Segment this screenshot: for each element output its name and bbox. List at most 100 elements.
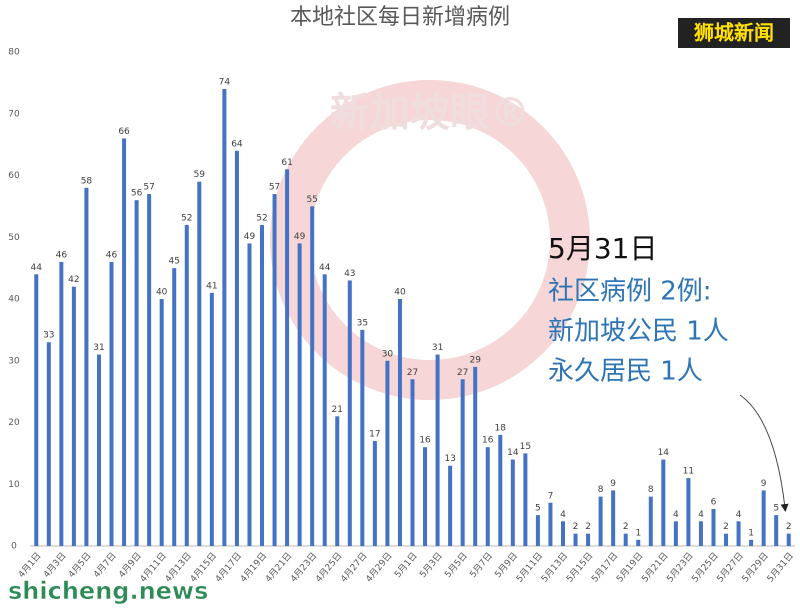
- y-tick-label: 40: [8, 295, 20, 305]
- value-label: 21: [332, 405, 343, 415]
- y-tick-label: 0: [11, 542, 17, 552]
- value-label: 66: [118, 127, 130, 137]
- y-tick-label: 10: [8, 480, 20, 490]
- bar: [673, 521, 678, 546]
- x-tick-label: 4月1日: [16, 550, 43, 580]
- value-label: 44: [31, 263, 43, 273]
- bar: [46, 342, 51, 546]
- watermark: shicheng.news: [8, 577, 208, 605]
- x-tick-label: 5月7日: [468, 550, 495, 580]
- bar: [586, 533, 591, 546]
- value-label: 4: [736, 510, 742, 520]
- value-label: 11: [683, 467, 694, 477]
- value-label: 13: [444, 454, 455, 464]
- value-label: 40: [156, 288, 168, 298]
- value-label: 9: [761, 479, 767, 489]
- watermark-bg: [678, 18, 790, 48]
- bar: [234, 150, 239, 547]
- annotation-line: 永久居民 1人: [548, 357, 703, 387]
- x-tick-label: 4月5日: [66, 550, 93, 580]
- bar: [698, 521, 703, 546]
- value-label: 4: [560, 510, 566, 520]
- bar: [761, 490, 766, 546]
- x-tick-label: 5月5日: [443, 550, 470, 580]
- value-label: 74: [219, 78, 231, 88]
- bar: [96, 354, 101, 546]
- value-label: 52: [256, 213, 267, 223]
- x-tick-label: 5月3日: [417, 550, 444, 580]
- y-tick-label: 30: [8, 356, 20, 366]
- value-label: 56: [131, 189, 143, 199]
- value-label: 29: [469, 355, 481, 365]
- bar: [247, 243, 252, 547]
- bar: [71, 286, 76, 546]
- value-label: 4: [698, 510, 704, 520]
- value-label: 8: [598, 485, 604, 495]
- value-label: 57: [143, 183, 154, 193]
- value-label: 2: [623, 522, 629, 532]
- bar: [786, 533, 791, 546]
- value-label: 1: [635, 528, 641, 538]
- watermark: 新加坡眼®: [330, 90, 530, 136]
- value-label: 31: [432, 343, 443, 353]
- value-label: 15: [520, 442, 531, 452]
- bar: [385, 360, 390, 546]
- value-label: 27: [457, 368, 468, 378]
- value-label: 57: [269, 183, 280, 193]
- bar: [372, 441, 377, 546]
- value-label: 49: [294, 232, 306, 242]
- bar: [448, 465, 453, 546]
- bar: [84, 187, 89, 546]
- value-label: 16: [419, 436, 431, 446]
- x-tick-label: 4月29日: [364, 550, 395, 584]
- bar: [736, 521, 741, 546]
- value-label: 17: [369, 430, 380, 440]
- value-label: 9: [610, 479, 616, 489]
- bar: [285, 169, 290, 546]
- value-label: 40: [394, 288, 406, 298]
- bar: [648, 496, 653, 546]
- value-label: 52: [181, 213, 192, 223]
- value-label: 33: [43, 331, 54, 341]
- bar: [724, 533, 729, 546]
- bar: [272, 194, 277, 546]
- bar: [410, 379, 415, 546]
- value-label: 16: [482, 436, 494, 446]
- y-tick-label: 60: [8, 171, 20, 181]
- x-tick-label: 4月3日: [41, 550, 68, 580]
- value-label: 43: [344, 269, 355, 279]
- value-label: 1: [748, 528, 754, 538]
- bar: [109, 261, 114, 546]
- value-label: 5: [535, 504, 541, 514]
- y-tick-label: 70: [8, 109, 20, 119]
- value-label: 6: [711, 497, 717, 507]
- annotation-heading: 5月31日: [548, 232, 657, 265]
- bar: [360, 329, 365, 546]
- bar: [460, 379, 465, 546]
- value-label: 44: [319, 263, 331, 273]
- value-label: 2: [786, 522, 792, 532]
- bar: [297, 243, 302, 547]
- bar: [774, 515, 779, 546]
- bar: [260, 224, 265, 546]
- value-label: 61: [281, 158, 292, 168]
- value-label: 14: [507, 448, 519, 458]
- bar: [611, 490, 616, 546]
- bar: [347, 280, 352, 546]
- bar: [535, 515, 540, 546]
- bar: [523, 453, 528, 546]
- value-label: 58: [81, 176, 93, 186]
- annotation-arrow: [739, 394, 789, 512]
- bar: [686, 478, 691, 546]
- value-label: 59: [194, 170, 206, 180]
- bar: [498, 434, 503, 546]
- annotation-line: 社区病例 2例:: [548, 277, 712, 307]
- annotation-line: 新加坡公民 1人: [548, 317, 729, 347]
- bar: [473, 366, 478, 546]
- bar: [310, 206, 315, 546]
- y-tick-label: 20: [8, 418, 20, 428]
- value-label: 30: [382, 349, 394, 359]
- value-label: 35: [357, 318, 368, 328]
- watermark-logo: [270, 80, 590, 400]
